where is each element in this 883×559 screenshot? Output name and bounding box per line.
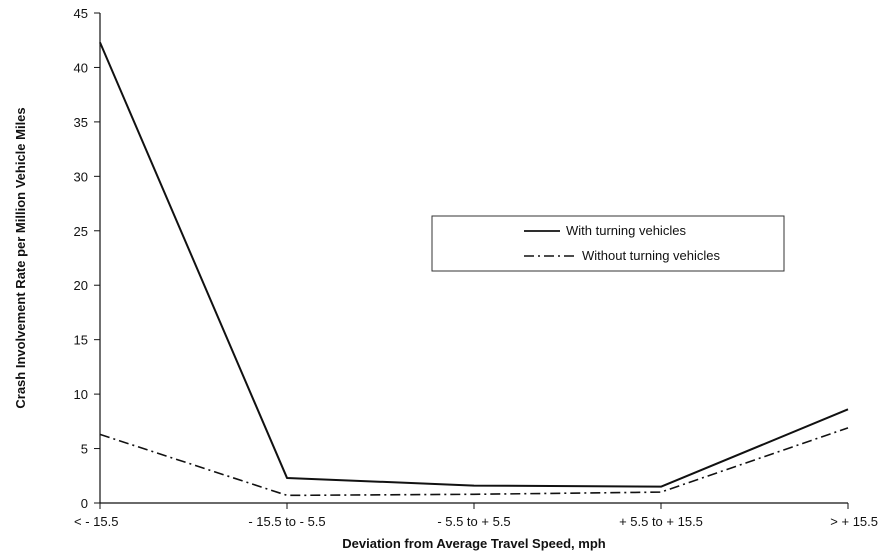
x-ticks: < - 15.5 - 15.5 to - 5.5 - 5.5 to + 5.5 + 5… bbox=[74, 503, 878, 529]
y-tick-label: 45 bbox=[74, 6, 88, 21]
series-line-with-turning bbox=[99, 42, 849, 488]
y-axis-title: Crash Involvement Rate per Million Vehic… bbox=[13, 107, 28, 408]
y-tick-label: 5 bbox=[81, 442, 88, 457]
x-tick-label: < - 15.5 bbox=[74, 514, 118, 529]
y-tick-label: 10 bbox=[74, 387, 88, 402]
legend: With turning vehicles Without turning ve… bbox=[431, 215, 785, 272]
legend-box bbox=[431, 215, 785, 272]
x-tick-label: > + 15.5 bbox=[830, 514, 878, 529]
y-tick-label: 15 bbox=[74, 333, 88, 348]
legend-label-without-turning: Without turning vehicles bbox=[582, 248, 721, 263]
y-tick-label: 20 bbox=[74, 278, 88, 293]
x-axis-title: Deviation from Average Travel Speed, mph bbox=[342, 536, 606, 551]
y-tick-label: 30 bbox=[74, 169, 88, 184]
y-tick-label: 35 bbox=[74, 115, 88, 130]
y-tick-label: 40 bbox=[74, 60, 88, 75]
x-tick-label: - 15.5 to - 5.5 bbox=[248, 514, 325, 529]
y-tick-label: 0 bbox=[81, 496, 88, 511]
y-tick-label: 25 bbox=[74, 224, 88, 239]
y-ticks: 0 5 10 15 20 25 30 35 40 45 bbox=[74, 6, 100, 511]
x-tick-label: + 5.5 to + 15.5 bbox=[619, 514, 703, 529]
series-lines bbox=[99, 42, 849, 497]
x-tick-label: - 5.5 to + 5.5 bbox=[437, 514, 510, 529]
legend-label-with-turning: With turning vehicles bbox=[566, 223, 686, 238]
series-line-without-turning bbox=[99, 427, 849, 497]
